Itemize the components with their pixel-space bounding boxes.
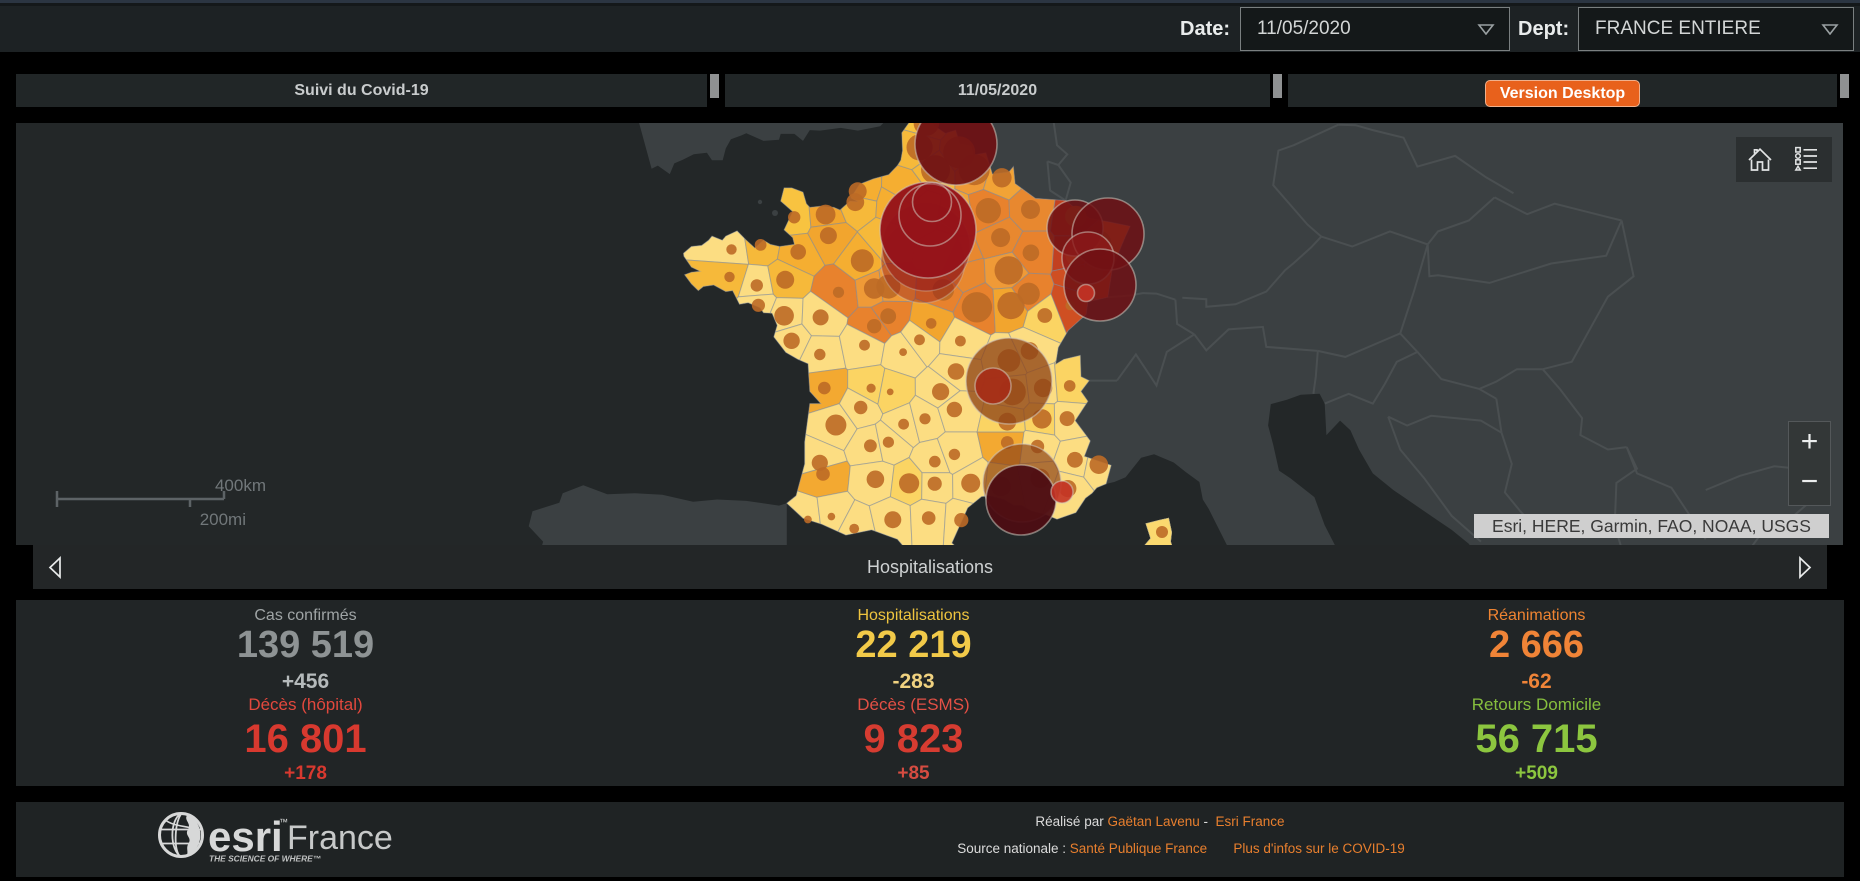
svg-text:™: ™	[279, 817, 288, 827]
svg-text:THE SCIENCE OF WHERE™: THE SCIENCE OF WHERE™	[209, 854, 321, 864]
svg-text:France: France	[287, 819, 393, 857]
svg-text:esri: esri	[208, 813, 283, 860]
